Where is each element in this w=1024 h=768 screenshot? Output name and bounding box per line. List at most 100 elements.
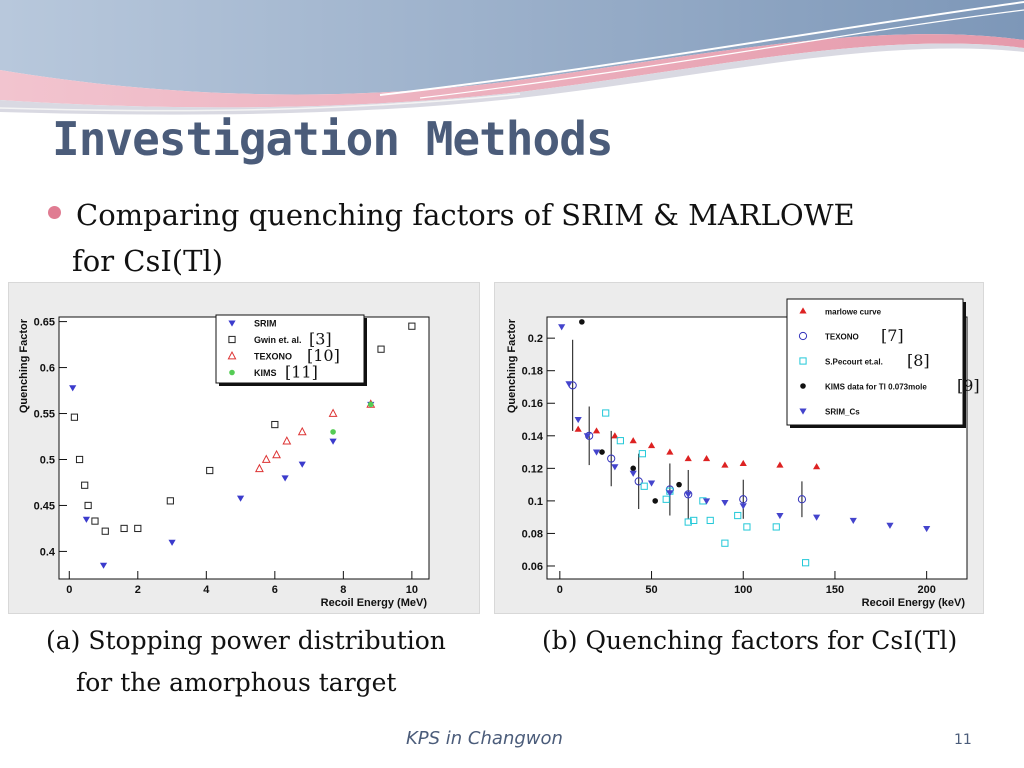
x-tick-label: 8 <box>340 584 346 596</box>
data-point <box>684 518 692 526</box>
data-point <box>739 503 747 510</box>
data-point <box>607 454 616 463</box>
data-point <box>684 491 692 498</box>
legend-label: Gwin et. al. <box>254 335 302 345</box>
data-point <box>579 319 585 325</box>
data-point <box>702 454 711 462</box>
data-point <box>592 427 601 434</box>
y-tick-label: 0.18 <box>522 366 543 378</box>
data-point <box>70 413 79 421</box>
legend-marker <box>798 331 808 341</box>
data-point <box>647 441 656 449</box>
data-point <box>82 516 91 523</box>
data-point <box>408 322 416 330</box>
data-point <box>254 463 264 473</box>
x-axis-label: Recoil Energy (MeV) <box>321 597 428 609</box>
legend-reference: [7] <box>881 326 904 345</box>
y-tick-label: 0.08 <box>522 528 543 540</box>
bullet-line-2: for CsI(Tl) <box>72 244 224 278</box>
slide-title: Investigation Methods <box>52 112 614 166</box>
legend-box <box>786 298 964 426</box>
data-point <box>574 417 582 424</box>
data-point <box>772 523 780 531</box>
data-point <box>629 470 637 477</box>
data-point <box>702 498 711 505</box>
y-tick-label: 0.5 <box>40 454 55 466</box>
series-3 <box>330 401 374 435</box>
data-point <box>330 429 336 435</box>
x-tick-label: 100 <box>734 584 752 596</box>
data-point <box>166 497 174 505</box>
data-point <box>236 495 245 502</box>
legend-marker <box>227 350 237 360</box>
legend-marker <box>799 408 807 415</box>
data-point <box>91 517 99 525</box>
x-tick-label: 0 <box>66 584 72 596</box>
data-point <box>134 524 142 533</box>
data-point <box>886 522 894 529</box>
data-point <box>640 482 648 490</box>
data-point <box>81 481 89 489</box>
data-point <box>676 481 682 488</box>
data-point <box>298 461 306 468</box>
data-point <box>739 495 748 504</box>
data-point <box>99 562 108 569</box>
legend-marker <box>799 307 807 314</box>
y-tick-label: 0.6 <box>40 363 55 375</box>
series-3 <box>579 319 682 504</box>
legend-reference: [3] <box>309 330 332 349</box>
legend-label: TEXONO <box>825 333 859 342</box>
x-tick-label: 200 <box>917 584 935 596</box>
legend-label: KIMS <box>254 368 277 378</box>
data-point <box>721 499 729 507</box>
caption-a: (a) Stopping power distribution for the … <box>46 620 486 704</box>
legend-label: SRIM <box>254 319 277 329</box>
data-point <box>776 461 784 468</box>
data-point <box>101 527 109 535</box>
legend-label: SRIM_Cs <box>825 408 860 417</box>
data-point <box>206 466 214 475</box>
y-tick-label: 0.4 <box>40 546 56 558</box>
data-point <box>849 517 857 525</box>
y-tick-label: 0.16 <box>522 398 543 410</box>
caption-a-line-2: for the amorphous target <box>76 668 397 697</box>
y-tick-label: 0.1 <box>528 496 543 508</box>
series-0 <box>574 425 821 470</box>
y-tick-label: 0.14 <box>522 431 544 443</box>
chart-a-panel: 0 2 4 6 8 10 0.4 0.45 0.5 0.55 0.6 0.65 Recoil Energ… <box>8 282 480 614</box>
data-point <box>638 450 646 458</box>
data-point <box>377 345 385 353</box>
data-point <box>75 455 84 464</box>
data-point <box>706 516 714 525</box>
data-point <box>923 526 931 533</box>
data-point <box>721 461 729 468</box>
legend-marker <box>228 335 236 344</box>
legend-reference: [11] <box>285 363 318 382</box>
x-tick-label: 6 <box>272 584 278 596</box>
legend-label: KIMS data for Tl 0.073mole <box>825 383 927 392</box>
data-point <box>662 495 670 503</box>
data-point <box>690 516 698 525</box>
data-point <box>565 381 573 388</box>
data-point <box>84 501 92 510</box>
data-point <box>583 433 591 440</box>
y-tick-label: 0.55 <box>34 409 55 421</box>
data-point <box>797 495 807 504</box>
chart-a: 0 2 4 6 8 10 0.4 0.45 0.5 0.55 0.6 0.65 Recoil Energ… <box>18 314 430 609</box>
caption-a-line-1: (a) Stopping power distribution <box>46 626 446 655</box>
data-point <box>282 436 292 445</box>
y-axis-label: Quenching Factor <box>506 318 518 413</box>
header-wave-decoration <box>0 0 1024 115</box>
data-point <box>802 559 810 567</box>
data-point <box>602 409 610 417</box>
y-tick-label: 0.2 <box>528 333 543 345</box>
data-point <box>629 437 637 444</box>
data-point <box>734 511 742 520</box>
data-point <box>271 420 279 429</box>
x-axis-label: Recoil Energy (keV) <box>862 597 966 609</box>
series-2 <box>602 409 810 567</box>
legend-label: TEXONO <box>254 352 292 362</box>
y-tick-label: 0.65 <box>34 317 55 329</box>
legend-reference: [9] <box>957 376 980 395</box>
x-tick-label: 150 <box>826 584 844 596</box>
